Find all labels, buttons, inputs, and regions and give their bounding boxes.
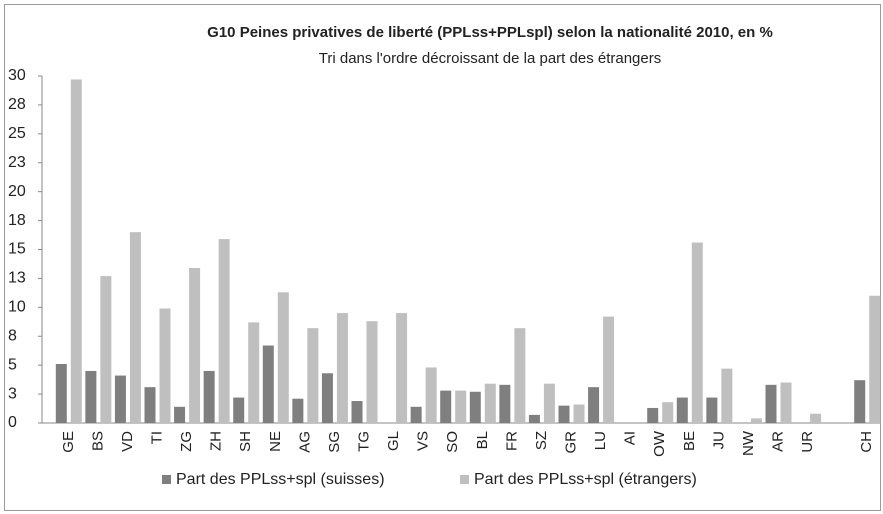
legend-swatch bbox=[162, 475, 171, 484]
x-tick-label: AR bbox=[769, 431, 786, 452]
bar bbox=[55, 364, 67, 423]
bar bbox=[307, 328, 319, 423]
bar bbox=[854, 380, 866, 423]
x-tick-label: LU bbox=[592, 431, 609, 450]
bar bbox=[351, 401, 363, 423]
bar bbox=[410, 406, 422, 423]
x-tick-label: OW bbox=[651, 430, 668, 457]
bar bbox=[85, 370, 97, 423]
x-tick-label: SH bbox=[237, 431, 254, 452]
bar bbox=[129, 232, 141, 423]
x-tick-label: BL bbox=[474, 431, 491, 449]
bar bbox=[721, 368, 733, 423]
bar bbox=[647, 407, 659, 423]
bar bbox=[100, 276, 112, 423]
bar bbox=[321, 373, 333, 423]
x-tick-label: TG bbox=[355, 431, 372, 452]
y-tick-label: 15 bbox=[8, 241, 26, 258]
x-tick-label: GE bbox=[60, 431, 77, 453]
legend-swatch bbox=[460, 475, 469, 484]
y-tick-label: 30 bbox=[8, 67, 26, 84]
x-tick-label: AI bbox=[622, 431, 639, 445]
bar bbox=[277, 292, 289, 423]
x-tick-label: TI bbox=[148, 431, 165, 444]
chart-frame bbox=[4, 4, 881, 511]
bar bbox=[336, 313, 348, 423]
bar bbox=[144, 387, 156, 423]
bar bbox=[203, 370, 215, 423]
y-tick-label: 13 bbox=[8, 270, 26, 287]
bar bbox=[676, 397, 688, 423]
bar bbox=[455, 390, 467, 423]
bar bbox=[765, 384, 777, 423]
bar bbox=[70, 79, 82, 423]
bar bbox=[514, 328, 526, 423]
y-tick-label: 5 bbox=[8, 356, 17, 373]
y-tick-label: 0 bbox=[8, 414, 17, 431]
chart-title: G10 Peines privatives de liberté (PPLss+… bbox=[207, 24, 773, 41]
bar bbox=[189, 268, 201, 423]
bar bbox=[691, 242, 703, 423]
bar bbox=[174, 406, 186, 423]
x-tick-label: AG bbox=[296, 431, 313, 453]
bar bbox=[869, 295, 881, 423]
bar bbox=[233, 397, 245, 423]
x-tick-label: ZH bbox=[208, 431, 225, 451]
bar bbox=[366, 321, 378, 423]
y-tick-label: 3 bbox=[8, 385, 17, 402]
bar bbox=[248, 322, 260, 423]
bar bbox=[396, 313, 408, 423]
bar bbox=[810, 413, 822, 423]
legend-label: Part des PPLss+spl (suisses) bbox=[176, 471, 385, 488]
x-tick-label: NE bbox=[267, 431, 284, 452]
x-tick-label: VS bbox=[415, 431, 432, 451]
bar bbox=[573, 404, 585, 423]
y-tick-label: 20 bbox=[8, 183, 26, 200]
x-tick-label: BE bbox=[681, 431, 698, 451]
bar bbox=[262, 345, 274, 423]
bar bbox=[292, 398, 304, 423]
bar bbox=[159, 308, 171, 423]
bar bbox=[780, 382, 792, 423]
bar bbox=[528, 414, 540, 423]
y-tick-label: 23 bbox=[8, 154, 26, 171]
bar bbox=[114, 375, 126, 423]
bar bbox=[662, 402, 674, 423]
y-tick-label: 10 bbox=[8, 299, 26, 316]
bar bbox=[425, 367, 437, 423]
x-tick-label: SZ bbox=[533, 431, 550, 450]
legend-label: Part des PPLss+spl (étrangers) bbox=[474, 471, 697, 488]
x-tick-label: VD bbox=[119, 431, 136, 452]
x-tick-label: CH bbox=[858, 431, 875, 453]
x-tick-label: NW bbox=[740, 430, 757, 456]
bar bbox=[543, 383, 555, 423]
x-tick-label: SG bbox=[326, 431, 343, 453]
bar bbox=[440, 390, 452, 423]
x-tick-label: UR bbox=[799, 431, 816, 453]
x-tick-label: BS bbox=[89, 431, 106, 451]
bar bbox=[218, 239, 230, 423]
y-tick-label: 28 bbox=[8, 96, 26, 113]
x-tick-label: FR bbox=[503, 431, 520, 451]
x-tick-label: GR bbox=[562, 431, 579, 454]
bar bbox=[603, 316, 615, 423]
y-tick-label: 25 bbox=[8, 125, 26, 142]
bar bbox=[750, 418, 762, 423]
x-tick-label: ZG bbox=[178, 431, 195, 452]
y-tick-label: 18 bbox=[8, 212, 26, 229]
bar bbox=[706, 397, 718, 423]
y-tick-label: 8 bbox=[8, 327, 17, 344]
bar bbox=[499, 384, 511, 423]
bar bbox=[469, 391, 481, 423]
bar bbox=[588, 387, 600, 423]
bar bbox=[558, 405, 570, 423]
x-tick-label: GL bbox=[385, 431, 402, 451]
x-tick-label: JU bbox=[710, 431, 727, 449]
x-tick-label: SO bbox=[444, 431, 461, 453]
bar bbox=[484, 383, 496, 423]
chart-subtitle: Tri dans l'ordre décroissant de la part … bbox=[319, 50, 661, 67]
